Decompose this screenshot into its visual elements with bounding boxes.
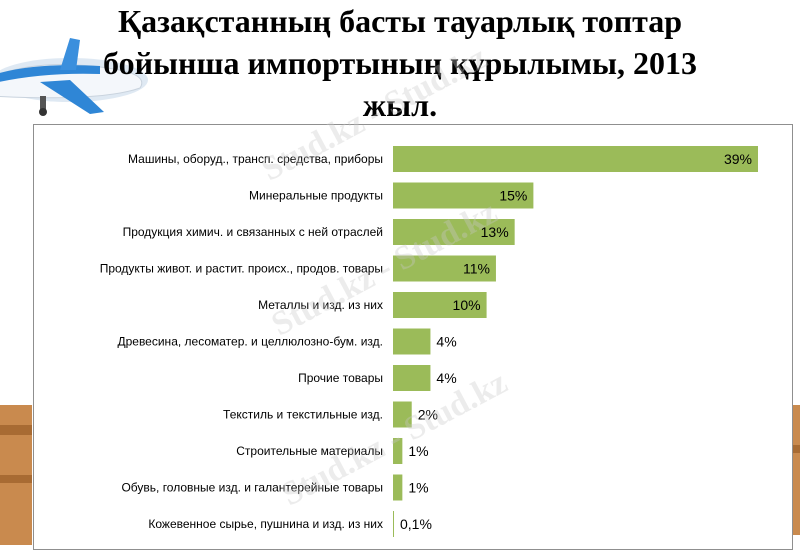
bar bbox=[393, 401, 412, 428]
bar bbox=[393, 182, 534, 209]
category-label: Минеральные продукты bbox=[249, 189, 383, 203]
category-label: Кожевенное сырье, пушнина и изд. из них bbox=[148, 517, 383, 531]
airplane-illustration bbox=[0, 38, 148, 116]
bar bbox=[393, 474, 403, 501]
category-label: Обувь, головные изд. и галантерейные тов… bbox=[121, 481, 383, 495]
category-label: Продукты живот. и растит. происх., продо… bbox=[100, 262, 383, 276]
data-label: 2% bbox=[418, 407, 438, 423]
category-label: Продукция химич. и связанных с ней отрас… bbox=[123, 225, 383, 239]
bar bbox=[393, 255, 496, 282]
bar bbox=[393, 146, 758, 172]
data-label: 0,1% bbox=[400, 516, 432, 532]
category-label: Текстиль и текстильные изд. bbox=[223, 408, 383, 422]
category-label: Металлы и изд. из них bbox=[258, 298, 383, 312]
bar bbox=[393, 438, 403, 464]
data-label: 4% bbox=[436, 370, 456, 386]
category-label: Машины, оборуд., трансп. средства, прибо… bbox=[128, 152, 383, 166]
bar bbox=[393, 292, 487, 318]
bar bbox=[393, 511, 394, 537]
import-structure-bar-chart: Машины, оборуд., трансп. средства, прибо… bbox=[100, 146, 758, 537]
bar bbox=[393, 328, 431, 355]
data-label: 10% bbox=[453, 297, 481, 313]
chart-frame: Машины, оборуд., трансп. средства, прибо… bbox=[33, 124, 793, 550]
title-line-1: Қазақстанның басты тауарлық топтар bbox=[117, 3, 683, 39]
title-line-3: жыл. bbox=[362, 87, 438, 123]
slide-title: Қазақстанның басты тауарлық топтар бойын… bbox=[0, 0, 800, 126]
bar bbox=[393, 219, 515, 245]
data-label: 1% bbox=[408, 443, 428, 459]
data-label: 1% bbox=[408, 480, 428, 496]
bar bbox=[393, 365, 431, 391]
data-label: 11% bbox=[463, 261, 490, 277]
decorative-edge-left bbox=[0, 405, 32, 545]
category-label: Прочие товары bbox=[298, 371, 383, 385]
data-label: 15% bbox=[499, 188, 527, 204]
title-line-2: бойынша импортының құрылымы, 2013 bbox=[103, 45, 697, 81]
category-label: Строительные материалы bbox=[236, 444, 383, 458]
category-label: Древесина, лесоматер. и целлюлозно-бум. … bbox=[117, 335, 383, 349]
data-label: 13% bbox=[481, 224, 509, 240]
data-label: 39% bbox=[724, 151, 752, 167]
data-label: 4% bbox=[436, 334, 456, 350]
